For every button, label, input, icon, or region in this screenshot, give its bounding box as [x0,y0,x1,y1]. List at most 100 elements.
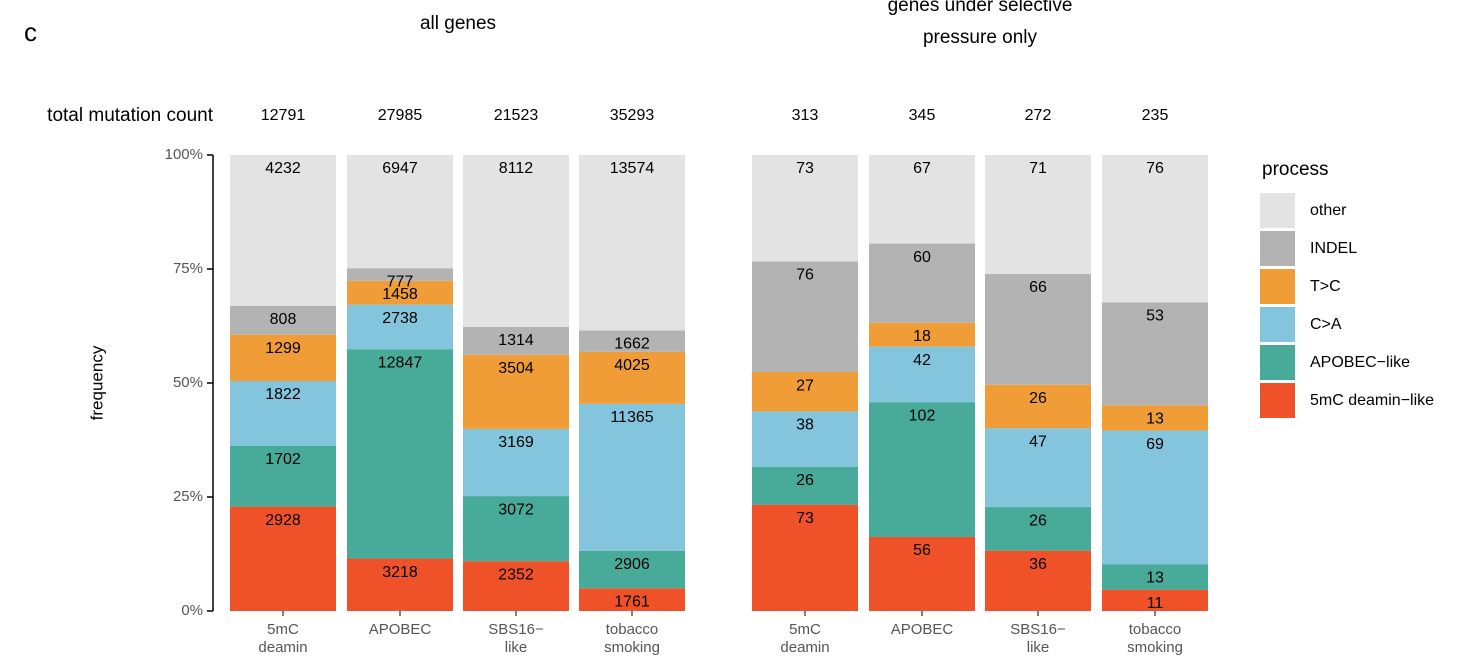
y-axis-label: frequency [87,345,106,420]
total-count: 313 [792,107,819,124]
value-label: 71 [1029,160,1047,177]
value-label: 69 [1146,436,1164,453]
bar-segment [579,155,685,331]
value-label: 76 [796,267,814,284]
value-label: 1314 [498,332,534,349]
bar-segment [869,243,975,323]
value-label: 12847 [378,354,423,371]
value-label: 36 [1029,556,1047,573]
value-label: 2928 [265,512,301,529]
bar-segment [1102,155,1208,303]
value-label: 3218 [382,564,418,581]
value-label: 3504 [498,360,534,377]
value-label: 2906 [614,556,650,573]
bar-segment [869,322,975,347]
bar-segment [463,326,569,355]
value-label: 1761 [614,593,650,610]
legend-swatch [1260,231,1295,266]
total-count: 21523 [494,107,539,124]
value-label: 11365 [610,409,653,426]
total-count: 27985 [378,107,423,124]
bar-segment [463,428,569,497]
value-label: 42 [913,352,931,369]
value-label: 3072 [498,501,534,518]
value-label: 2352 [498,566,534,583]
value-label: 102 [909,407,936,424]
value-label: 60 [913,249,931,266]
x-tick-label: SBS16− like [1010,621,1066,656]
legend-swatch [1260,307,1295,342]
bar-segment [752,261,858,373]
bar-segment [230,305,336,335]
bar-segment [985,507,1091,551]
bar-segment [869,402,975,537]
value-label: 38 [796,417,814,434]
bar-segment [1102,302,1208,406]
legend-title: process [1262,159,1329,180]
bar-segment [347,304,453,350]
value-label: 56 [913,542,931,559]
value-label: 1702 [265,451,301,468]
legend-label: T>C [1310,278,1341,295]
value-label: 1458 [382,286,418,303]
x-tick-label: APOBEC [368,621,432,638]
value-label: 8112 [499,160,534,177]
total-count: 235 [1142,107,1169,124]
bar-segment [347,155,453,269]
bar-segment [985,155,1091,275]
panel-title: genes under selective pressure only [887,0,1073,48]
y-tick-label: 75% [173,260,203,277]
value-label: 2738 [382,310,418,327]
value-label: 26 [1029,390,1047,407]
bar-segment [347,349,453,559]
value-label: 11 [1147,595,1164,612]
value-label: 67 [913,160,931,177]
total-label: total mutation count [47,105,214,126]
bar-segment [463,354,569,429]
bar-segment [985,384,1091,429]
value-label: 53 [1146,308,1164,325]
value-label: 18 [913,328,931,345]
x-tick-label: tobacco smoking [604,621,660,656]
bar-segment [579,588,685,611]
panel-label: c [24,17,37,47]
y-tick-label: 0% [181,602,203,619]
x-tick-label: 5mC deamin [258,621,308,656]
legend-swatch [1260,193,1295,228]
bar-segment [347,268,453,281]
bar-segment [230,155,336,306]
bar-segment [1102,589,1208,611]
value-label: 808 [270,311,297,328]
value-label: 13 [1146,411,1164,428]
bar-segment [230,445,336,507]
bar-segment [1102,564,1208,590]
legend-label: C>A [1310,316,1342,333]
panel-title: all genes [419,13,497,34]
bar-segment [347,558,453,611]
legend-swatch [1260,269,1295,304]
bar-segment [579,403,685,551]
value-label: 73 [796,510,814,527]
total-count: 345 [909,107,936,124]
bar-segment [752,504,858,611]
bar-segment [463,496,569,562]
value-label: 26 [796,472,814,489]
value-label: 47 [1029,433,1047,450]
total-count: 272 [1025,107,1052,124]
bar-segment [985,274,1091,385]
bar-segment [463,561,569,611]
value-label: 1822 [265,386,301,403]
x-tick-label: SBS16− like [488,621,544,656]
bar-segment [230,506,336,611]
value-label: 26 [1029,512,1047,529]
total-count: 35293 [610,107,655,124]
bar-segment [579,550,685,589]
legend-swatch [1260,345,1295,380]
value-label: 1299 [265,340,301,357]
bar-segment [869,536,975,611]
x-tick-label: 5mC deamin [780,621,830,656]
legend-label: other [1310,202,1347,219]
bar-segment [985,428,1091,508]
x-tick-label: tobacco smoking [1127,621,1183,656]
